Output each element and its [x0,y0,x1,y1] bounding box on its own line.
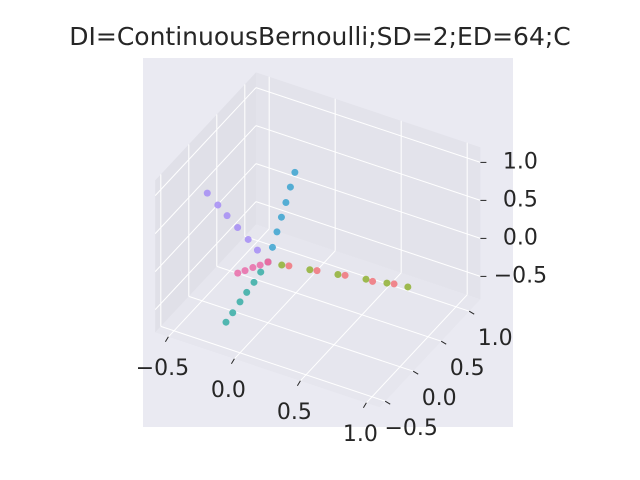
tick-mark [362,402,367,409]
point [390,280,398,288]
point [256,261,264,269]
y-tick-label: 0.5 [450,356,485,381]
point [257,268,265,276]
tick-mark [440,340,447,345]
point [253,246,261,254]
x-tick-label: 0.5 [277,400,312,425]
back-pane [256,72,481,300]
grid-line [168,228,270,338]
tick-mark [230,358,235,365]
point [282,199,290,207]
point [203,189,211,197]
point [244,235,252,243]
point [223,212,231,220]
grid-line [188,295,414,372]
point [234,224,242,232]
tick-mark [296,380,301,387]
point [286,183,294,191]
chart-title: DI=ContinuousBernoulli;SD=2;ED=64;C [69,22,570,51]
point [234,269,242,277]
x-tick-label: −0.5 [136,356,189,381]
z-tick-label: 1.0 [503,149,538,174]
z-tick-label: 0.5 [503,187,538,212]
grid-line [244,235,470,312]
point [334,270,342,278]
point [214,201,222,209]
point [243,288,251,296]
grid-line [255,163,481,239]
z-tick-label: −0.5 [494,263,547,288]
point [369,277,377,285]
x-tick-label: 1.0 [343,422,378,447]
grid-line [255,125,481,201]
y-tick-label: −0.5 [384,416,437,441]
point [404,283,412,291]
point [250,278,258,286]
grid-line [160,325,386,402]
point [383,279,391,287]
grid-line [154,201,257,310]
point [277,213,285,221]
point [306,266,314,274]
x-tick-label: 0.0 [211,378,246,403]
y-tick-label: 1.0 [478,326,513,351]
grid-line [255,87,481,163]
side-pane [155,72,256,333]
point [278,261,286,269]
point [341,271,349,279]
point [236,298,244,306]
point [362,275,370,283]
tick-mark [164,336,169,343]
y-tick-label: 0.0 [422,386,457,411]
point [249,264,257,272]
tick-mark [384,400,391,405]
point [268,243,276,251]
grid-line [154,125,257,234]
point [313,267,321,275]
grid-line [154,163,257,272]
tick-mark [468,310,475,315]
point [241,267,249,275]
point [273,228,281,236]
point [285,262,293,270]
grid-line [154,87,257,196]
grid-line [255,201,481,277]
point [291,168,299,176]
point [264,258,272,266]
point [222,318,230,326]
grid-line [366,294,468,404]
point [229,309,237,317]
grid-line [300,272,402,382]
z-tick-label: 0.0 [503,225,538,250]
tick-mark [412,370,419,375]
